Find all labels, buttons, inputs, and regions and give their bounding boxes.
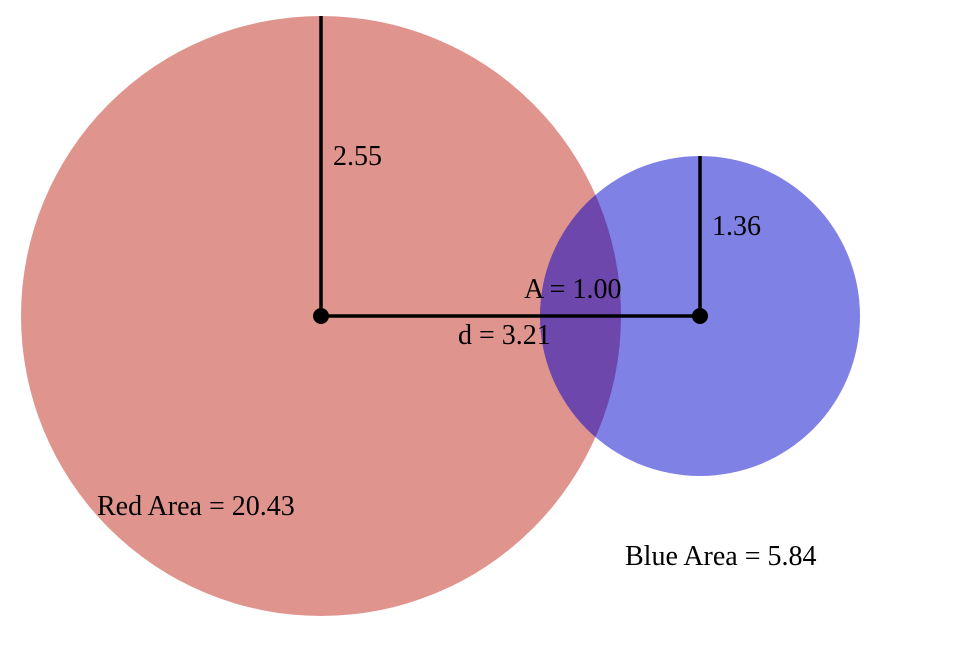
blue-area-label: Blue Area = 5.84 — [625, 541, 817, 572]
red-center-point — [313, 308, 329, 324]
blue-radius-label: 1.36 — [712, 211, 761, 242]
blue-center-point — [692, 308, 708, 324]
red-area-label: Red Area = 20.43 — [97, 491, 295, 522]
overlap-area-label: A = 1.00 — [524, 274, 621, 305]
red-radius-label: 2.55 — [333, 141, 382, 172]
center-distance-label: d = 3.21 — [458, 320, 551, 351]
